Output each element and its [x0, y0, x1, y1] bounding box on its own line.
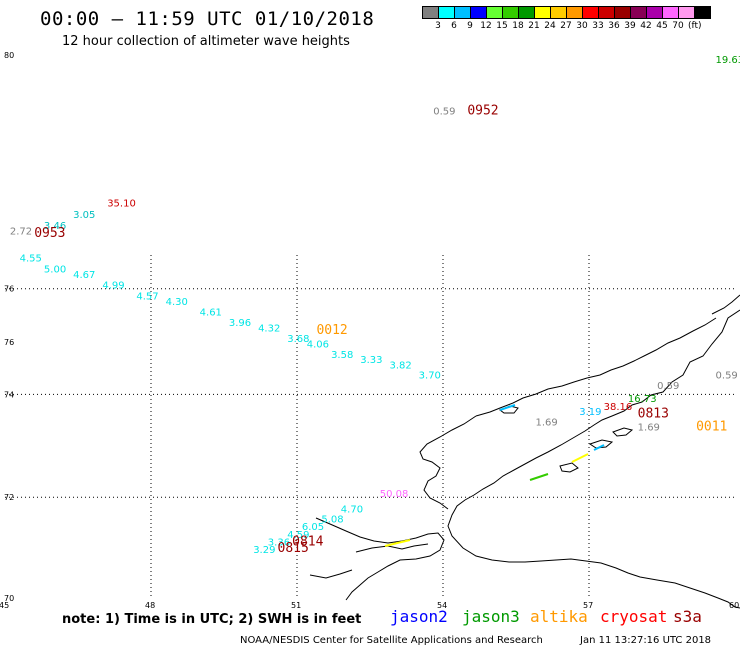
colorbar-label: 39 — [624, 21, 636, 31]
colorbar-label: 36 — [608, 21, 620, 31]
wave-height-label: 4.99 — [102, 281, 124, 292]
longitude-label: 45 — [0, 601, 9, 610]
wave-height-label: 3.58 — [331, 350, 353, 361]
colorbar-label: 6 — [451, 21, 457, 31]
colorbar-label: 27 — [560, 21, 572, 31]
coastline-novaya-zemlya — [309, 294, 740, 609]
pass-time-label: 0814 — [292, 534, 323, 549]
colorbar-label: 30 — [576, 21, 588, 31]
wave-height-label: 4.70 — [341, 504, 363, 515]
wave-height-label: 4.59 — [287, 530, 309, 541]
wave-height-label: 16.73 — [628, 394, 657, 405]
wave-height-label: 50.08 — [380, 489, 409, 500]
longitude-label: 51 — [291, 601, 301, 610]
wave-height-label: 38.16 — [604, 402, 633, 413]
wave-height-label: 4.61 — [200, 307, 222, 318]
colorbar-unit: (ft) — [688, 21, 702, 31]
wave-height-label: 4.30 — [166, 297, 188, 308]
pass-time-label: 0011 — [696, 420, 727, 435]
graticule — [5, 255, 735, 598]
wave-height-label: 0.59 — [433, 106, 455, 117]
colorbar: 3 6 9 12 15 18 21 24 27 30 33 36 39 42 45 70 (ft) — [422, 6, 711, 35]
wave-height-label: 3.29 — [253, 545, 275, 556]
longitude-label: 54 — [437, 601, 447, 610]
colorbar-label: 12 — [480, 21, 492, 31]
wave-height-label: 5.08 — [321, 515, 343, 526]
wave-height-labels: 19.63 0.59 35.10 3.05 3.46 2.72 4.555.00 4.67 4.… — [10, 55, 740, 556]
map-title: 00:00 – 11:59 UTC 01/10/2018 — [40, 8, 375, 30]
pass-time-label: 0953 — [34, 226, 65, 241]
colorbar-label: 42 — [640, 21, 652, 31]
wave-height-label: 0.59 — [657, 381, 679, 392]
wave-height-label: 1.69 — [638, 423, 660, 434]
wave-height-label: 1.69 — [535, 417, 557, 428]
wave-height-label: 3.19 — [579, 407, 601, 418]
latitude-label: 72 — [4, 493, 14, 502]
latitude-label: 80 — [4, 51, 14, 60]
longitude-label: 60 — [729, 601, 739, 610]
timestamp: Jan 11 13:27:16 UTC 2018 — [580, 635, 712, 646]
colorbar-label: 18 — [512, 21, 524, 31]
legend-jason2: jason2 — [390, 607, 448, 626]
wave-height-label: 6.05 — [302, 522, 324, 533]
pass-time-label: 0012 — [316, 323, 347, 338]
colorbar-label: 70 — [672, 21, 684, 31]
longitude-label: 48 — [145, 601, 155, 610]
legend-cryosat: cryosat — [600, 607, 668, 626]
pass-time-label: 0815 — [278, 541, 309, 556]
wave-height-label: 3.70 — [419, 371, 441, 382]
wave-height-label: 3.46 — [44, 221, 66, 232]
colorbar-label: 9 — [467, 21, 473, 31]
colorbar-label: 45 — [656, 21, 668, 31]
latitude-label: 74 — [4, 390, 14, 399]
pass-time-label: 0813 — [638, 407, 669, 422]
latitude-label: 76 — [4, 285, 14, 294]
footnote: note: 1) Time is in UTC; 2) SWH is in fe… — [62, 612, 362, 627]
longitude-labels: 45 48 51 54 57 60 — [0, 601, 739, 610]
wave-height-label: 5.00 — [44, 265, 66, 276]
satellite-track-highlights — [384, 404, 605, 547]
longitude-label: 57 — [583, 601, 593, 610]
wave-height-label: 3.96 — [229, 318, 251, 329]
latitude-labels: 80 76 76 74 72 70 — [4, 51, 14, 603]
wave-height-label: 3.82 — [389, 360, 411, 371]
wave-height-label: 4.67 — [73, 270, 95, 281]
credit-line: NOAA/NESDIS Center for Satellite Applica… — [240, 635, 543, 646]
latitude-label: 76 — [4, 338, 14, 347]
colorbar-label: 24 — [544, 21, 556, 31]
wave-height-label: 0.59 — [716, 371, 738, 382]
colorbar-label: 15 — [496, 21, 508, 31]
wave-height-label: 3.05 — [73, 210, 95, 221]
legend-s3a: s3a — [673, 607, 702, 626]
wave-height-label: 35.10 — [107, 199, 136, 210]
wave-height-label: 2.72 — [10, 226, 32, 237]
map-subtitle: 12 hour collection of altimeter wave hei… — [62, 34, 350, 49]
wave-height-label: 4.32 — [258, 323, 280, 334]
wave-height-label: 4.57 — [136, 291, 158, 302]
latitude-label: 70 — [4, 594, 14, 603]
colorbar-label: 21 — [528, 21, 540, 31]
wave-height-label: 4.55 — [20, 254, 42, 265]
wave-height-label: 3.36 — [268, 537, 290, 548]
wave-height-label: 3.68 — [287, 334, 309, 345]
legend-jason3: jason3 — [462, 607, 520, 626]
colorbar-label: 3 — [435, 21, 441, 31]
colorbar-labels: 3 6 9 12 15 18 21 24 27 30 33 36 39 42 45 70 (ft) — [422, 21, 710, 35]
legend-altika: altika — [530, 607, 588, 626]
colorbar-label: 33 — [592, 21, 604, 31]
colorbar-swatches — [422, 6, 711, 19]
wave-height-label: 4.06 — [307, 339, 329, 350]
colorbar-swatch — [694, 6, 711, 19]
pass-time-label: 0952 — [467, 103, 498, 118]
wave-height-label: 19.63 — [716, 55, 740, 66]
wave-height-label: 3.33 — [360, 355, 382, 366]
